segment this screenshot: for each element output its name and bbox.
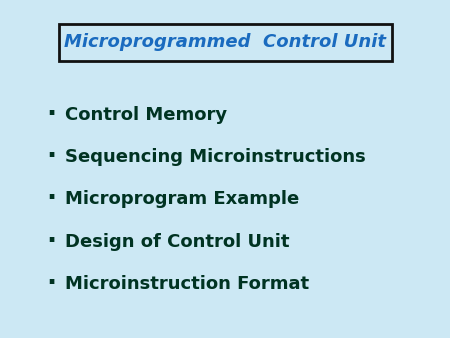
Text: ·: · [47,102,57,128]
Text: Microprogrammed  Control Unit: Microprogrammed Control Unit [64,33,386,51]
Text: Design of Control Unit: Design of Control Unit [65,233,290,251]
Text: ·: · [47,229,57,255]
Text: Sequencing Microinstructions: Sequencing Microinstructions [65,148,366,166]
Text: Microinstruction Format: Microinstruction Format [65,275,310,293]
Text: Control Memory: Control Memory [65,106,227,124]
Text: Microprogram Example: Microprogram Example [65,190,300,209]
Text: ·: · [47,271,57,297]
Text: ·: · [47,187,57,212]
FancyBboxPatch shape [58,24,392,61]
Text: ·: · [47,144,57,170]
